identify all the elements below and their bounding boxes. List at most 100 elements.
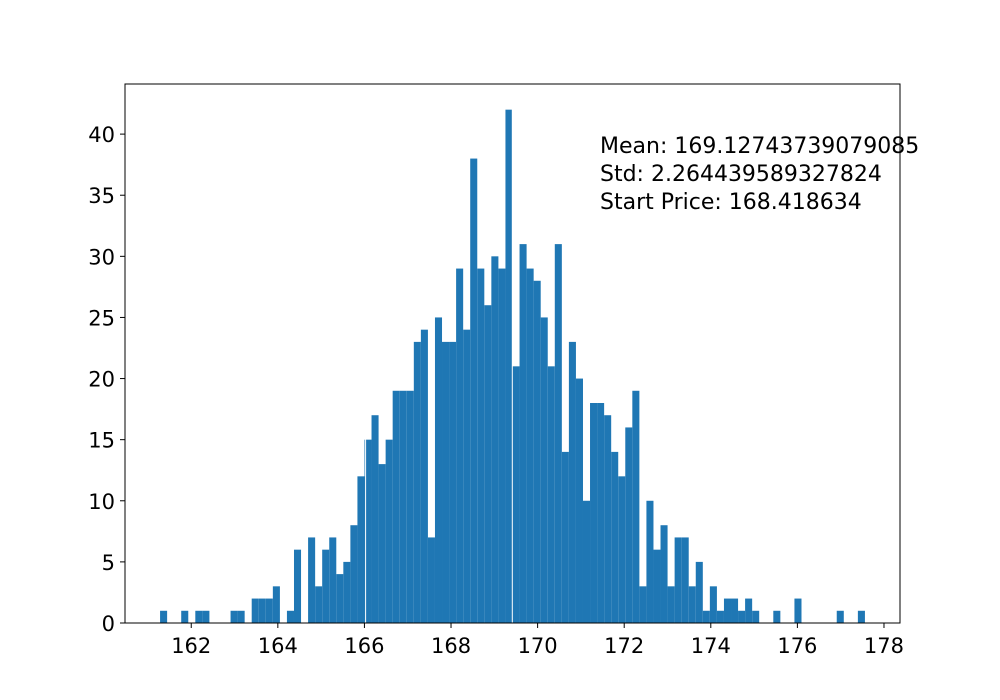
x-tick-label: 162 xyxy=(171,634,211,658)
histogram-bar xyxy=(413,341,421,623)
histogram-bar xyxy=(639,586,647,623)
histogram-bar xyxy=(533,280,541,623)
histogram-bar xyxy=(315,586,323,623)
histogram-bar xyxy=(604,415,612,623)
histogram-bar xyxy=(202,610,210,623)
stats-annotation: Mean: 169.12743739079085 Std: 2.26443958… xyxy=(600,134,919,215)
histogram-bar xyxy=(836,610,844,623)
x-tick-label: 166 xyxy=(344,634,384,658)
histogram-bar xyxy=(681,537,689,623)
histogram-bar xyxy=(364,439,372,623)
histogram-bar xyxy=(427,537,435,623)
histogram-bar xyxy=(322,549,330,623)
histogram-bar xyxy=(738,610,746,623)
histogram-bar xyxy=(442,341,450,623)
y-tick-label: 0 xyxy=(102,612,115,636)
histogram-bar xyxy=(258,598,266,623)
x-tick-label: 172 xyxy=(604,634,644,658)
histogram-bar xyxy=(590,403,598,623)
histogram-bar xyxy=(625,427,633,623)
y-tick-label: 10 xyxy=(88,490,115,514)
histogram-bar xyxy=(286,610,294,623)
y-tick-label: 35 xyxy=(88,184,115,208)
x-tick-label: 178 xyxy=(864,634,904,658)
histogram-bar xyxy=(773,610,781,623)
histogram-bar xyxy=(251,598,259,623)
histogram-bar xyxy=(512,366,520,623)
histogram-bar xyxy=(434,317,443,623)
histogram-bar xyxy=(399,390,407,623)
histogram-bar xyxy=(237,610,245,623)
y-axis: 0 5 10 15 20 25 30 35 40 xyxy=(88,123,125,636)
histogram-bar xyxy=(702,610,710,623)
histogram-bar xyxy=(695,561,703,623)
histogram-bar xyxy=(716,610,724,623)
histogram-bar xyxy=(540,317,548,623)
y-tick-label: 40 xyxy=(88,123,115,147)
histogram-bar xyxy=(547,366,555,623)
histogram-bar xyxy=(526,268,534,623)
histogram-bar xyxy=(646,500,654,623)
histogram-bar xyxy=(498,268,506,623)
histogram-bar xyxy=(618,476,626,623)
histogram-bar xyxy=(688,586,696,623)
histogram-bar xyxy=(667,586,675,623)
x-axis: 162 164 166 168 170 172 174 176 178 xyxy=(171,623,904,658)
histogram-bar xyxy=(491,256,499,623)
mean-label: Mean: 169.12743739079085 xyxy=(600,134,919,159)
histogram-bar xyxy=(752,610,760,623)
histogram-bar xyxy=(357,476,365,623)
y-tick-label: 15 xyxy=(88,429,115,453)
histogram-bar xyxy=(857,610,865,623)
plot-frame xyxy=(124,83,901,624)
histogram-bar xyxy=(470,158,478,623)
x-tick-label: 176 xyxy=(777,634,817,658)
histogram-bar xyxy=(653,549,661,623)
histogram-bar xyxy=(371,415,379,623)
histogram-bar xyxy=(660,525,668,623)
histogram-bar xyxy=(745,598,753,623)
histogram-bar xyxy=(568,341,576,623)
histogram-bar xyxy=(449,341,457,623)
histogram-bar xyxy=(611,451,619,623)
x-tick-label: 164 xyxy=(258,634,298,658)
y-tick-label: 5 xyxy=(102,551,115,575)
histogram-bar xyxy=(329,537,337,623)
histogram-bar xyxy=(794,598,802,623)
histogram-bar xyxy=(406,390,414,623)
histogram-bar xyxy=(272,586,280,623)
y-tick-label: 30 xyxy=(88,245,115,269)
histogram-bar xyxy=(709,586,717,623)
histogram-bar xyxy=(336,574,344,623)
histogram-bar xyxy=(505,109,513,624)
histogram-bar xyxy=(392,390,400,623)
histogram-bar xyxy=(731,598,739,623)
histogram-bars xyxy=(160,100,865,624)
histogram-bar xyxy=(230,610,238,623)
histogram-bar xyxy=(561,451,569,623)
histogram-bar xyxy=(181,610,189,623)
histogram-bar xyxy=(420,329,428,623)
histogram-bar xyxy=(575,378,583,623)
start-price-label: Start Price: 168.418634 xyxy=(600,190,862,215)
histogram-bar xyxy=(519,244,527,624)
histogram-bar xyxy=(484,305,492,623)
std-label: Std: 2.264439589327824 xyxy=(600,162,882,187)
histogram-bar xyxy=(293,549,302,623)
x-tick-label: 168 xyxy=(431,634,471,658)
histogram-bar xyxy=(343,561,351,623)
histogram-bar xyxy=(597,403,605,623)
histogram-bar xyxy=(385,439,393,623)
y-tick-label: 20 xyxy=(88,368,115,392)
histogram-bar xyxy=(477,268,485,623)
x-tick-label: 174 xyxy=(691,634,731,658)
histogram-bar xyxy=(554,244,562,624)
histogram-bar xyxy=(463,329,471,623)
histogram-bar xyxy=(160,610,168,623)
histogram-bar xyxy=(674,537,682,623)
x-tick-label: 170 xyxy=(518,634,558,658)
histogram-bar xyxy=(582,500,591,623)
histogram-bar xyxy=(350,525,358,623)
histogram-bar xyxy=(378,464,386,623)
